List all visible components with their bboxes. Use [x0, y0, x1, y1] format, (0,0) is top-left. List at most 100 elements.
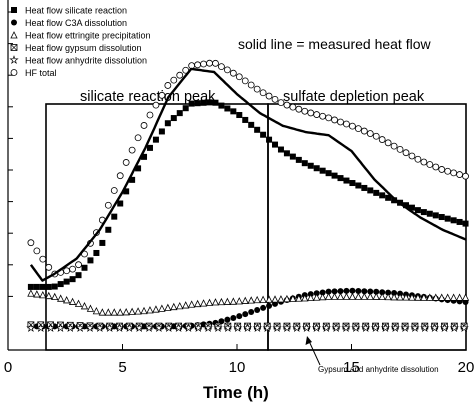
point-5-31 — [212, 59, 219, 67]
point-2-1 — [33, 290, 41, 298]
point-2-65 — [414, 293, 422, 301]
legend-label-3: Heat flow gypsum dissolution — [25, 43, 142, 53]
point-4-6 — [85, 323, 95, 332]
point-0-42 — [277, 146, 284, 153]
series-layer — [26, 59, 470, 332]
point-5-72 — [456, 171, 463, 178]
point-0-72 — [456, 218, 463, 225]
x-axis-label: Time (h) — [203, 383, 269, 402]
series-6 — [29, 67, 467, 282]
point-0-65 — [414, 207, 421, 214]
point-5-29 — [200, 60, 207, 68]
point-0-49 — [319, 167, 326, 174]
point-0-66 — [420, 209, 427, 216]
point-4-27 — [292, 323, 302, 332]
point-5-46 — [301, 107, 309, 115]
point-5-30 — [206, 59, 213, 67]
point-2-22 — [158, 304, 166, 312]
point-2-33 — [223, 297, 232, 305]
point-0-16 — [123, 188, 130, 195]
point-2-72 — [455, 293, 464, 301]
point-5-19 — [140, 122, 148, 129]
sulfate-peak-box — [267, 103, 467, 351]
point-2-59 — [378, 292, 386, 301]
point-2-67 — [426, 293, 434, 301]
point-5-64 — [408, 152, 416, 160]
point-4-44 — [459, 323, 469, 332]
point-2-36 — [241, 296, 249, 304]
point-5-35 — [235, 73, 243, 81]
point-5-61 — [390, 142, 398, 150]
point-1-48 — [313, 290, 320, 297]
point-2-30 — [205, 298, 214, 306]
point-5-28 — [194, 61, 202, 69]
point-5-47 — [307, 109, 315, 117]
point-2-8 — [74, 299, 83, 307]
point-2-4 — [51, 292, 59, 301]
point-1-40 — [266, 302, 273, 309]
point-4-8 — [105, 323, 115, 332]
y-ticks — [8, 11, 13, 297]
point-4-21 — [233, 323, 243, 332]
point-4-28 — [301, 323, 312, 332]
point-0-26 — [182, 105, 189, 112]
point-1-59 — [379, 289, 386, 296]
point-0-71 — [450, 217, 457, 224]
point-0-15 — [117, 200, 124, 207]
point-1-57 — [367, 288, 374, 295]
point-2-52 — [336, 292, 345, 300]
point-1-55 — [355, 287, 362, 294]
point-2-28 — [193, 299, 202, 308]
point-2-60 — [384, 292, 392, 301]
point-5-17 — [128, 146, 136, 154]
point-4-7 — [95, 323, 105, 332]
point-4-34 — [361, 323, 371, 332]
legend: Heat flow silicate reaction Heat flow C3A… — [9, 6, 151, 78]
point-1-56 — [361, 288, 368, 295]
legend-marker-2 — [10, 31, 18, 39]
legend-label-5: HF total — [25, 68, 57, 78]
point-4-15 — [173, 323, 184, 332]
point-0-50 — [325, 170, 332, 177]
point-4-0 — [26, 323, 36, 332]
point-5-43 — [283, 101, 291, 109]
legend-marker-1 — [11, 19, 17, 26]
point-0-33 — [224, 105, 231, 112]
point-0-17 — [129, 176, 136, 183]
point-0-43 — [283, 150, 290, 157]
point-0-31 — [212, 99, 219, 106]
point-0-14 — [111, 213, 118, 220]
point-4-2 — [45, 323, 56, 332]
point-0-24 — [170, 115, 177, 122]
point-5-6 — [63, 267, 71, 275]
point-0-2 — [39, 283, 46, 290]
point-5-15 — [116, 172, 124, 180]
sulfate-peak-label: sulfate depletion peak — [283, 89, 425, 105]
point-0-47 — [307, 162, 314, 169]
point-2-46 — [301, 294, 309, 302]
annotation-arrow-line — [308, 340, 321, 366]
point-2-47 — [307, 293, 315, 302]
x-tick-label-2: 10 — [229, 359, 246, 376]
point-2-25 — [176, 301, 184, 310]
point-5-56 — [360, 127, 368, 135]
point-2-68 — [432, 293, 440, 301]
point-5-16 — [122, 159, 130, 166]
point-2-57 — [366, 292, 374, 300]
point-0-59 — [379, 192, 386, 199]
point-1-53 — [343, 287, 350, 294]
point-5-57 — [366, 130, 374, 137]
point-0-25 — [176, 110, 183, 117]
x-tick-label-0: 0 — [4, 359, 12, 376]
measured-line-note: solid line = measured heat flow — [238, 36, 431, 52]
point-2-50 — [324, 292, 333, 300]
point-0-9 — [81, 264, 88, 271]
point-2-7 — [68, 297, 77, 305]
point-5-48 — [313, 111, 321, 118]
point-0-30 — [206, 99, 213, 106]
point-5-14 — [110, 187, 118, 194]
point-5-58 — [372, 132, 380, 140]
point-5-0 — [27, 239, 35, 247]
point-0-18 — [135, 165, 142, 172]
point-1-39 — [260, 304, 267, 311]
